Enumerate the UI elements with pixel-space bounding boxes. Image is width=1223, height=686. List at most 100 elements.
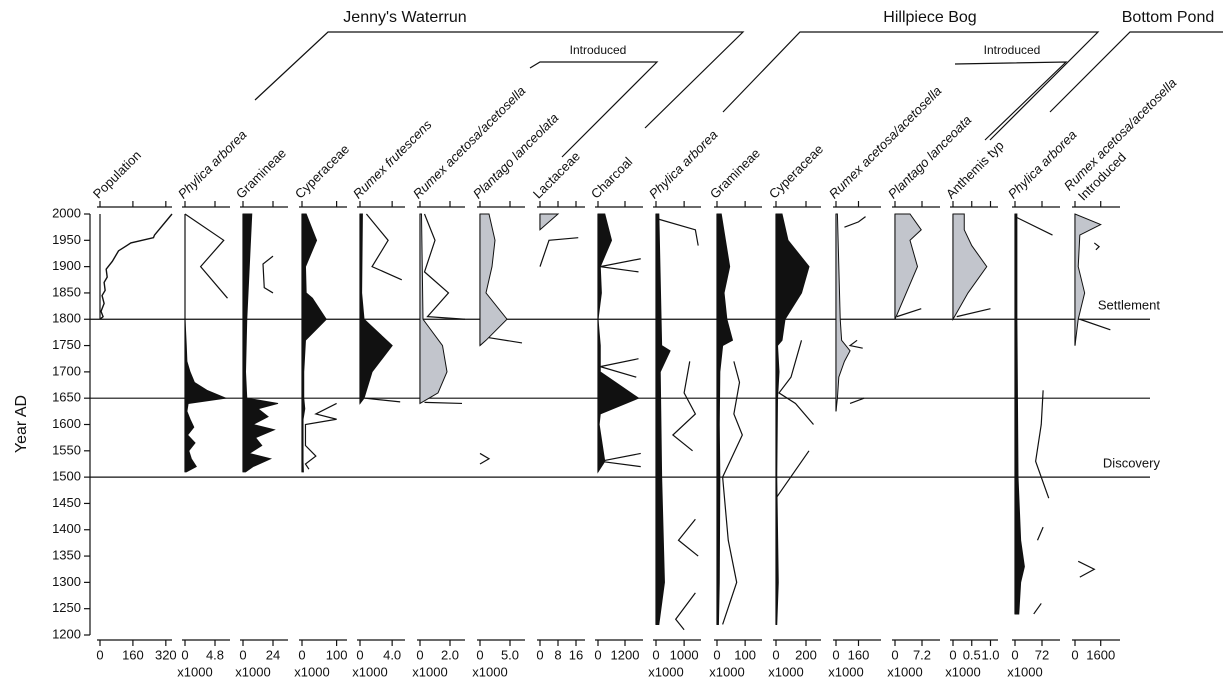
y-tick-label: 2000 <box>52 205 81 220</box>
group-label: Bottom Pond <box>1122 9 1215 26</box>
zone-label: Settlement <box>1098 298 1161 313</box>
x-unit-label: x1000 <box>945 664 980 679</box>
x-tick-label: 16 <box>569 647 583 662</box>
exaggeration-line <box>775 340 814 499</box>
area <box>479 213 508 347</box>
area <box>952 213 988 322</box>
panel: Charcoal 0 1200 <box>588 154 643 662</box>
x-unit-label: x1000 <box>294 664 329 679</box>
y-tick-label: 1200 <box>52 626 81 641</box>
x-tick-label: 0 <box>772 647 779 662</box>
y-tick-label: 1700 <box>52 363 81 378</box>
x-unit-label: x1000 <box>648 664 683 679</box>
area <box>835 213 851 412</box>
x-tick-label: 1.0 <box>981 647 999 662</box>
y-tick-label: 1600 <box>52 416 81 431</box>
bracket <box>1049 31 1223 113</box>
area <box>775 213 810 625</box>
exaggeration-line <box>364 213 403 403</box>
x-tick-label: 0 <box>1011 647 1018 662</box>
exaggeration-line <box>184 213 228 299</box>
exaggeration-line <box>658 218 699 631</box>
x-tick-label: 24 <box>266 647 280 662</box>
exaggeration-line <box>1014 216 1053 615</box>
exaggeration-line <box>304 402 337 470</box>
panel-label: Gramineae <box>233 145 289 201</box>
area <box>1014 213 1025 615</box>
x-tick-label: 0 <box>713 647 720 662</box>
y-tick-label: 1400 <box>52 521 81 536</box>
panel: Rumex acetosa/acetosella 0 160 x1000 <box>826 83 944 679</box>
x-tick-label: 5.0 <box>501 647 519 662</box>
x-tick-label: 0 <box>594 647 601 662</box>
x-unit-label: x1000 <box>235 664 270 679</box>
x-tick-label: 0 <box>832 647 839 662</box>
x-tick-label: 200 <box>795 647 817 662</box>
x-tick-label: 0 <box>536 647 543 662</box>
x-tick-label: 0 <box>416 647 423 662</box>
x-tick-label: 1600 <box>1086 647 1115 662</box>
y-tick-label: 1950 <box>52 232 81 247</box>
panel: Gramineae 0 24 x1000 <box>233 145 289 679</box>
y-tick-label: 1350 <box>52 548 81 563</box>
x-tick-label: 0 <box>949 647 956 662</box>
x-unit-label: x1000 <box>412 664 447 679</box>
group-label: Hillpiece Bog <box>883 9 976 26</box>
x-tick-label: 0 <box>181 647 188 662</box>
x-unit-label: x1000 <box>352 664 387 679</box>
exaggeration-line <box>896 308 922 318</box>
panel-label: Population <box>90 147 144 201</box>
x-tick-label: 0 <box>891 647 898 662</box>
x-tick-label: 0 <box>239 647 246 662</box>
x-tick-label: 7.2 <box>913 647 931 662</box>
x-unit-label: x1000 <box>709 664 744 679</box>
exaggeration-line <box>956 308 991 318</box>
y-tick-label: 1800 <box>52 311 81 326</box>
x-tick-label: 4.8 <box>206 647 224 662</box>
area <box>184 214 228 473</box>
area <box>242 213 279 473</box>
line <box>99 213 173 320</box>
area <box>419 213 448 405</box>
panel-label: Gramineae <box>707 145 763 201</box>
exaggeration-line <box>844 216 866 405</box>
y-tick-label: 1900 <box>52 258 81 273</box>
exaggeration-line <box>423 213 466 405</box>
y-tick-label: 1850 <box>52 284 81 299</box>
x-tick-label: 72 <box>1035 647 1049 662</box>
panel: Cyperaceae 0 200 x1000 <box>766 141 826 679</box>
x-tick-label: 0 <box>356 647 363 662</box>
y-tick-label: 1550 <box>52 442 81 457</box>
exaggeration-line <box>1077 242 1111 578</box>
x-tick-label: 0 <box>652 647 659 662</box>
x-tick-label: 0 <box>96 647 103 662</box>
y-tick-label: 1500 <box>52 469 81 484</box>
y-axis-label: Year AD <box>13 395 30 453</box>
introduced-label: Introduced <box>570 43 627 57</box>
exaggeration-line <box>600 258 641 468</box>
exaggeration-line <box>479 337 523 465</box>
y-tick-label: 1750 <box>52 337 81 352</box>
bracket <box>254 31 745 129</box>
panel-label: Cyperaceae <box>766 141 826 201</box>
y-tick-label: 1650 <box>52 390 81 405</box>
x-tick-label: 2.0 <box>441 647 459 662</box>
group-label: Jenny's Waterrun <box>343 9 466 26</box>
area <box>716 213 734 625</box>
panel: Gramineae 0 100 x1000 <box>707 145 763 679</box>
group-brackets <box>254 31 1223 158</box>
x-tick-label: 1200 <box>611 647 640 662</box>
x-unit-label: x1000 <box>768 664 803 679</box>
panel-label: Rumex acetosa/acetosella <box>826 83 944 201</box>
panel-label: Rumex acetosa/acetosella <box>410 83 528 201</box>
panel-label: Lactaceae <box>530 149 583 202</box>
bracket <box>954 61 1068 141</box>
y-tick-label: 1250 <box>52 600 81 615</box>
x-tick-label: 160 <box>848 647 870 662</box>
panel: Lactaceae 0 8 16 <box>530 149 585 662</box>
introduced-label: Introduced <box>984 43 1041 57</box>
